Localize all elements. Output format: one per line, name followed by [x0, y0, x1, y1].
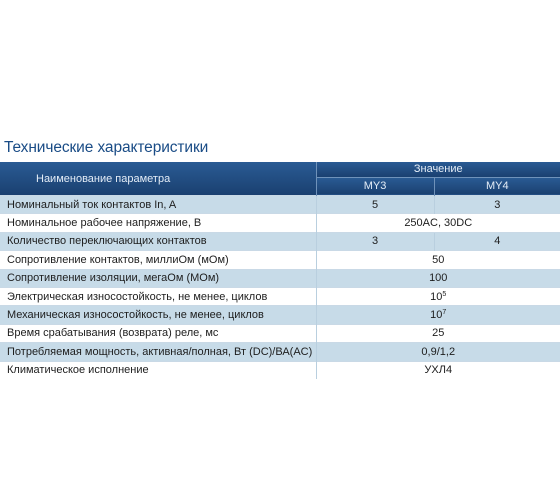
parameter-name: Количество переключающих контактов	[0, 231, 316, 251]
value-common: 100	[315, 268, 560, 288]
parameter-name: Время срабатывания (возврата) реле, мс	[0, 323, 316, 343]
table-row: Количество переключающих контактов 3 4	[0, 231, 560, 251]
table-row: Электрическая износостойкость, не менее,…	[0, 286, 560, 306]
specifications-table: Наименование параметра Значение MY3 MY4 …	[0, 162, 560, 379]
value-exponent: 7	[442, 309, 447, 317]
parameter-name: Номинальный ток контактов In, A	[0, 194, 316, 214]
parameter-name: Климатическое исполнение	[0, 360, 316, 379]
table-row: Сопротивление изоляции, мегаОм (МОм) 100	[0, 268, 560, 288]
parameter-name: Электрическая износостойкость, не менее,…	[0, 286, 316, 306]
subheader-row: MY3 MY4	[0, 176, 560, 196]
value-common: УХЛ4	[315, 360, 560, 379]
value-common: 107	[315, 305, 560, 325]
table-row: Механическая износостойкость, не менее, …	[0, 305, 560, 325]
model-my3-header: MY3	[315, 176, 434, 196]
value-common: 105	[315, 286, 560, 306]
value-base: 10	[430, 290, 443, 303]
table-row: Номинальный ток контактов In, A 5 3	[0, 194, 560, 214]
parameter-column-header: Наименование параметра	[0, 162, 316, 196]
value-my3: 5	[315, 194, 434, 214]
parameter-name: Номинальное рабочее напряжение, В	[0, 213, 316, 233]
parameter-name: Потребляемая мощность, активная/полная, …	[0, 342, 316, 362]
table-row: Время срабатывания (возврата) реле, мс 2…	[0, 323, 560, 343]
header-row: Наименование параметра Значение	[0, 162, 560, 196]
value-exponent: 5	[442, 290, 447, 298]
value-column-header: Значение	[315, 162, 560, 178]
value-my4: 3	[433, 194, 560, 214]
value-common: 250AC, 30DC	[315, 213, 560, 233]
table-row: Сопротивление контактов, миллиОм (мОм) 5…	[0, 250, 560, 270]
table-row: Климатическое исполнение УХЛ4	[0, 360, 560, 379]
table-row: Потребляемая мощность, активная/полная, …	[0, 342, 560, 362]
value-my3: 3	[315, 231, 434, 251]
value-common: 50	[315, 250, 560, 270]
model-my4-header: MY4	[433, 176, 560, 196]
value-base: 10	[430, 309, 443, 322]
table-row: Номинальное рабочее напряжение, В 250AC,…	[0, 213, 560, 233]
parameter-name: Сопротивление контактов, миллиОм (мОм)	[0, 250, 316, 270]
parameter-name: Механическая износостойкость, не менее, …	[0, 305, 316, 325]
parameter-name: Сопротивление изоляции, мегаОм (МОм)	[0, 268, 316, 288]
value-common: 0,9/1,2	[315, 342, 560, 362]
value-my4: 4	[433, 231, 560, 251]
value-common: 25	[315, 323, 560, 343]
section-title: Технические характеристики	[4, 139, 209, 156]
